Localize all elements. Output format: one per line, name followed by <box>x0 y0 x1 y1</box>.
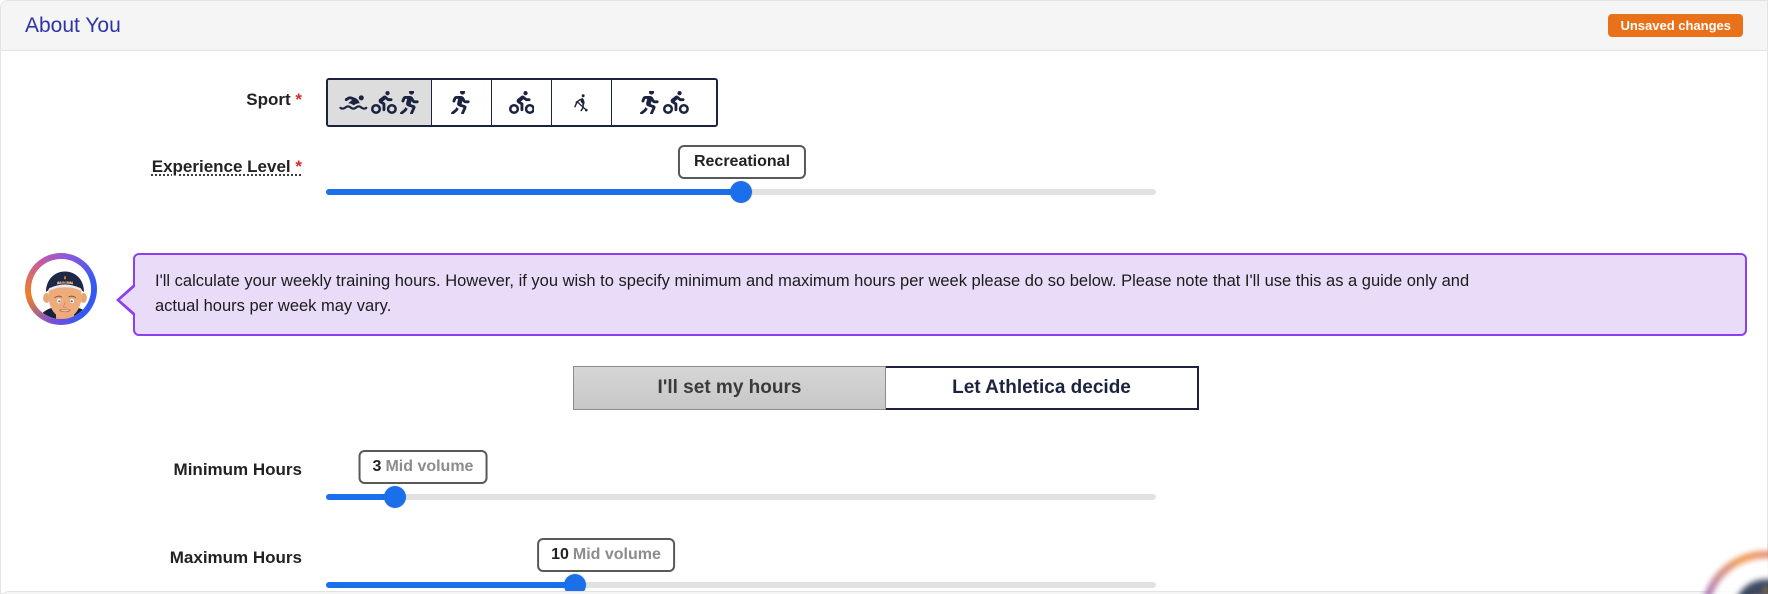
svg-text:ATHLETICA: ATHLETICA <box>1740 590 1768 594</box>
svg-text:ATHLETICA: ATHLETICA <box>50 279 81 285</box>
